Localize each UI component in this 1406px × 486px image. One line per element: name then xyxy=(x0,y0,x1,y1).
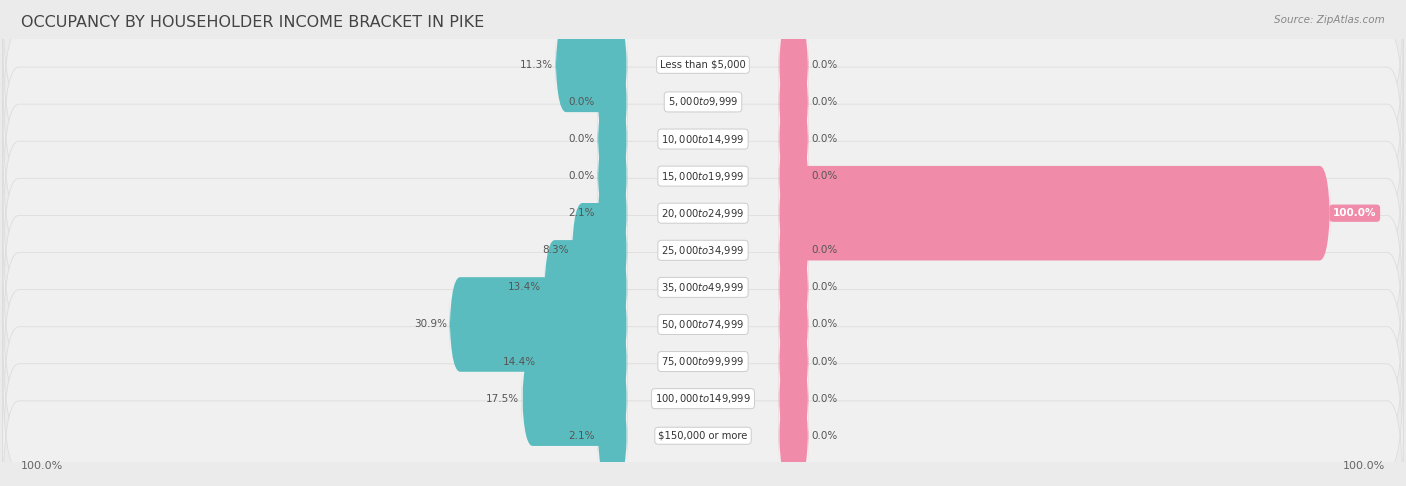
Text: $75,000 to $99,999: $75,000 to $99,999 xyxy=(661,355,745,368)
Text: $150,000 or more: $150,000 or more xyxy=(658,431,748,441)
Text: $100,000 to $149,999: $100,000 to $149,999 xyxy=(655,392,751,405)
FancyBboxPatch shape xyxy=(3,137,1403,290)
Text: 100.0%: 100.0% xyxy=(21,461,63,471)
Text: 2.1%: 2.1% xyxy=(568,431,595,441)
FancyBboxPatch shape xyxy=(779,92,808,186)
FancyBboxPatch shape xyxy=(779,129,808,224)
FancyBboxPatch shape xyxy=(538,314,627,409)
Text: 0.0%: 0.0% xyxy=(568,97,595,107)
FancyBboxPatch shape xyxy=(779,203,808,297)
FancyBboxPatch shape xyxy=(779,314,808,409)
Text: 0.0%: 0.0% xyxy=(811,431,838,441)
FancyBboxPatch shape xyxy=(598,166,627,260)
FancyBboxPatch shape xyxy=(3,322,1403,475)
FancyBboxPatch shape xyxy=(598,129,627,224)
FancyBboxPatch shape xyxy=(522,351,627,446)
FancyBboxPatch shape xyxy=(450,277,627,372)
FancyBboxPatch shape xyxy=(3,211,1403,364)
Text: Source: ZipAtlas.com: Source: ZipAtlas.com xyxy=(1274,15,1385,25)
FancyBboxPatch shape xyxy=(3,174,1403,327)
Text: 0.0%: 0.0% xyxy=(811,60,838,70)
Text: 13.4%: 13.4% xyxy=(508,282,541,293)
Text: 14.4%: 14.4% xyxy=(503,357,536,366)
FancyBboxPatch shape xyxy=(3,0,1403,141)
Text: $35,000 to $49,999: $35,000 to $49,999 xyxy=(661,281,745,294)
Text: 0.0%: 0.0% xyxy=(568,171,595,181)
FancyBboxPatch shape xyxy=(3,100,1403,253)
Text: 0.0%: 0.0% xyxy=(811,97,838,107)
FancyBboxPatch shape xyxy=(779,240,808,335)
Text: 8.3%: 8.3% xyxy=(543,245,569,255)
Text: 0.0%: 0.0% xyxy=(811,319,838,330)
FancyBboxPatch shape xyxy=(598,92,627,186)
Text: 11.3%: 11.3% xyxy=(520,60,553,70)
Text: 0.0%: 0.0% xyxy=(811,134,838,144)
FancyBboxPatch shape xyxy=(598,54,627,149)
FancyBboxPatch shape xyxy=(779,388,808,483)
Text: $20,000 to $24,999: $20,000 to $24,999 xyxy=(661,207,745,220)
FancyBboxPatch shape xyxy=(3,26,1403,178)
Text: 17.5%: 17.5% xyxy=(486,394,519,404)
FancyBboxPatch shape xyxy=(779,351,808,446)
Text: 0.0%: 0.0% xyxy=(811,282,838,293)
Text: $50,000 to $74,999: $50,000 to $74,999 xyxy=(661,318,745,331)
FancyBboxPatch shape xyxy=(779,166,1330,260)
Text: Less than $5,000: Less than $5,000 xyxy=(661,60,745,70)
FancyBboxPatch shape xyxy=(555,17,627,112)
FancyBboxPatch shape xyxy=(3,285,1403,438)
Text: 0.0%: 0.0% xyxy=(811,394,838,404)
FancyBboxPatch shape xyxy=(3,248,1403,401)
FancyBboxPatch shape xyxy=(779,17,808,112)
Text: 0.0%: 0.0% xyxy=(568,134,595,144)
Text: 0.0%: 0.0% xyxy=(811,171,838,181)
Text: 2.1%: 2.1% xyxy=(568,208,595,218)
FancyBboxPatch shape xyxy=(3,63,1403,215)
FancyBboxPatch shape xyxy=(544,240,627,335)
Text: $25,000 to $34,999: $25,000 to $34,999 xyxy=(661,244,745,257)
Text: $5,000 to $9,999: $5,000 to $9,999 xyxy=(668,95,738,108)
Text: 100.0%: 100.0% xyxy=(1343,461,1385,471)
FancyBboxPatch shape xyxy=(598,388,627,483)
Text: 100.0%: 100.0% xyxy=(1333,208,1376,218)
FancyBboxPatch shape xyxy=(779,277,808,372)
Text: 0.0%: 0.0% xyxy=(811,245,838,255)
Text: $15,000 to $19,999: $15,000 to $19,999 xyxy=(661,170,745,183)
FancyBboxPatch shape xyxy=(572,203,627,297)
FancyBboxPatch shape xyxy=(3,359,1403,486)
Text: OCCUPANCY BY HOUSEHOLDER INCOME BRACKET IN PIKE: OCCUPANCY BY HOUSEHOLDER INCOME BRACKET … xyxy=(21,15,484,30)
FancyBboxPatch shape xyxy=(779,54,808,149)
Text: 30.9%: 30.9% xyxy=(413,319,447,330)
Text: $10,000 to $14,999: $10,000 to $14,999 xyxy=(661,133,745,145)
Text: 0.0%: 0.0% xyxy=(811,357,838,366)
